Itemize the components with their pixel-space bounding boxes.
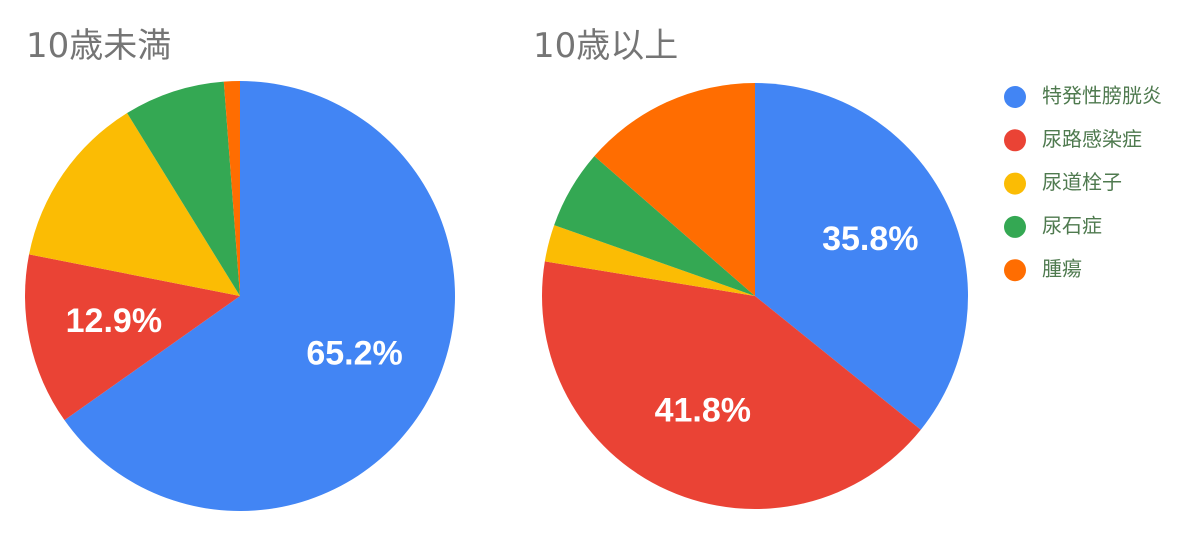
pie-slice — [223, 81, 240, 296]
pie-slice — [24, 254, 240, 421]
legend-label: 尿石症 — [1042, 213, 1102, 237]
legend-label: 尿道栓子 — [1042, 170, 1122, 194]
pie-slice — [544, 225, 755, 296]
value-label: 12.9% — [66, 302, 162, 340]
legend-marker — [1004, 172, 1026, 195]
pie-slice — [127, 81, 240, 296]
legend-label: 腫瘍 — [1042, 257, 1082, 281]
legend-marker — [1004, 86, 1026, 108]
pie-slice — [755, 83, 969, 430]
legend-marker — [1004, 129, 1026, 152]
value-label: 35.8% — [822, 220, 918, 258]
value-label: 65.2% — [306, 334, 402, 372]
pie-slice — [29, 113, 241, 296]
pie-slice — [541, 261, 921, 510]
pie-slice — [554, 156, 755, 296]
value-label: 41.8% — [655, 392, 751, 430]
legend-label: 尿路感染症 — [1042, 127, 1142, 151]
chart-title: 10歳未満 — [26, 26, 171, 66]
chart-title: 10歳以上 — [533, 26, 678, 66]
pie-slice — [594, 83, 755, 296]
pie-slice — [64, 81, 456, 511]
legend-marker — [1004, 259, 1026, 282]
legend-marker — [1004, 215, 1026, 238]
legend-label: 特発性膀胱炎 — [1042, 84, 1162, 108]
